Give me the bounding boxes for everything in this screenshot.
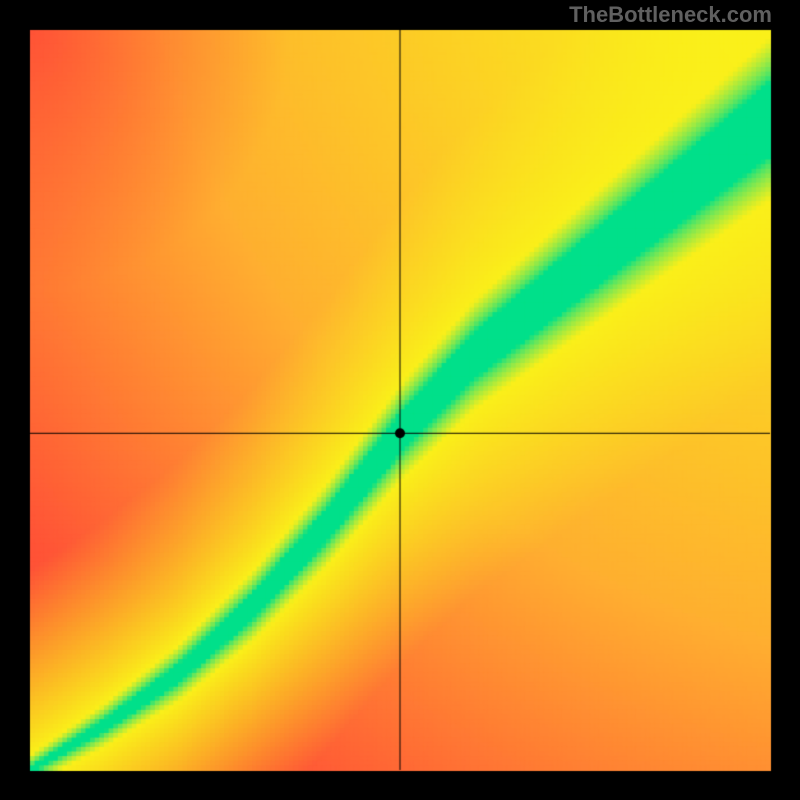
watermark-text: TheBottleneck.com: [569, 2, 772, 28]
bottleneck-heatmap: [0, 0, 800, 800]
